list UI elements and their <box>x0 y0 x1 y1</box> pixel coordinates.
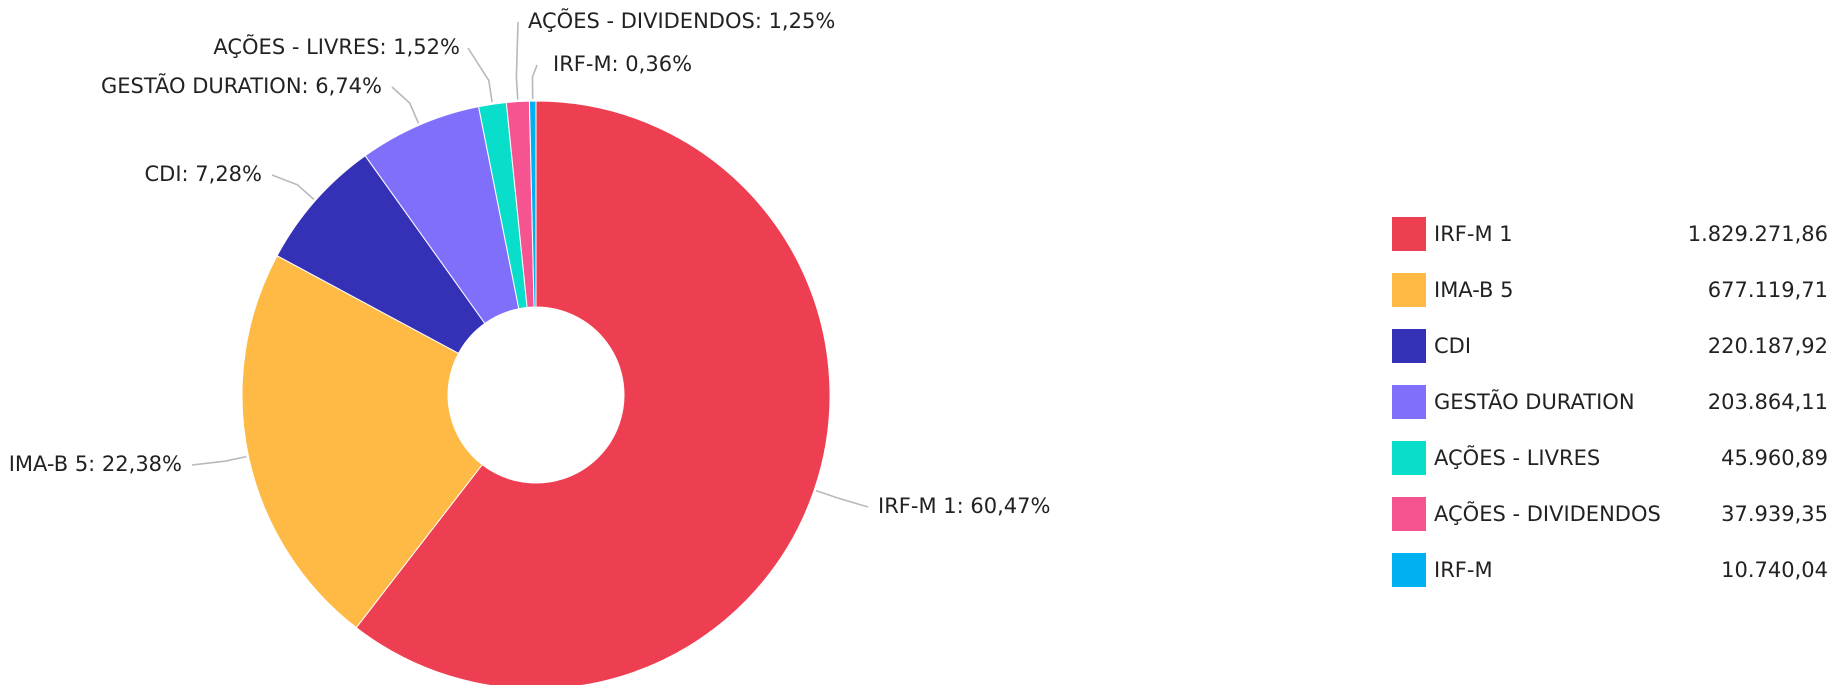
legend-item-acoes-livres[interactable]: AÇÕES - LIVRES 45.960,89 <box>1392 430 1828 486</box>
legend-swatch <box>1392 441 1426 475</box>
legend-label: AÇÕES - LIVRES <box>1434 446 1601 470</box>
leader-line-ima-b-5 <box>191 455 247 466</box>
legend-swatch <box>1392 329 1426 363</box>
legend-value: 10.740,04 <box>1721 558 1828 582</box>
leader-line-gestao-duration <box>391 86 420 124</box>
chart-legend: IRF-M 1 1.829.271,86 IMA-B 5 677.119,71 CDI 2… <box>1392 206 1828 598</box>
slice-label-irf-m: IRF-M: 0,36% <box>553 52 692 76</box>
legend-label: IMA-B 5 <box>1434 278 1514 302</box>
slice-ima-b-5[interactable] <box>241 255 483 629</box>
slice-label-irf-m-1: IRF-M 1: 60,47% <box>878 494 1050 518</box>
slice-label-cdi: CDI: 7,28% <box>145 162 263 186</box>
legend-swatch <box>1392 273 1426 307</box>
slice-irf-m[interactable] <box>528 100 537 308</box>
slice-label-gestao-duration: GESTÃO DURATION: 6,74% <box>101 72 382 98</box>
leader-line-acoes-dividendos <box>515 21 519 100</box>
legend-label: IRF-M <box>1434 558 1493 582</box>
legend-value: 220.187,92 <box>1707 334 1828 358</box>
legend-label: GESTÃO DURATION <box>1434 390 1635 414</box>
legend-value: 677.119,71 <box>1707 278 1828 302</box>
legend-swatch <box>1392 217 1426 251</box>
legend-label: AÇÕES - DIVIDENDOS <box>1434 502 1661 526</box>
legend-item-cdi[interactable]: CDI 220.187,92 <box>1392 318 1828 374</box>
slice-label-acoes-livres: AÇÕES - LIVRES: 1,52% <box>213 33 460 59</box>
legend-item-irf-m-1[interactable]: IRF-M 1 1.829.271,86 <box>1392 206 1828 262</box>
leader-line-irf-m <box>531 64 538 100</box>
legend-label: IRF-M 1 <box>1434 222 1513 246</box>
legend-swatch <box>1392 553 1426 587</box>
legend-value: 45.960,89 <box>1721 446 1828 470</box>
legend-swatch <box>1392 385 1426 419</box>
legend-swatch <box>1392 497 1426 531</box>
slice-label-acoes-dividendos: AÇÕES - DIVIDENDOS: 1,25% <box>528 7 835 33</box>
legend-item-irf-m[interactable]: IRF-M 10.740,04 <box>1392 542 1828 598</box>
legend-value: 203.864,11 <box>1707 390 1828 414</box>
legend-item-acoes-dividendos[interactable]: AÇÕES - DIVIDENDOS 37.939,35 <box>1392 486 1828 542</box>
leader-line-irf-m-1 <box>815 489 869 508</box>
legend-value: 37.939,35 <box>1721 502 1828 526</box>
legend-label: CDI <box>1434 334 1472 358</box>
legend-item-gestao-duration[interactable]: GESTÃO DURATION 203.864,11 <box>1392 374 1828 430</box>
leader-line-cdi <box>271 174 315 200</box>
slice-label-ima-b-5: IMA-B 5: 22,38% <box>9 452 182 476</box>
legend-item-ima-b-5[interactable]: IMA-B 5 677.119,71 <box>1392 262 1828 318</box>
leader-line-acoes-livres <box>467 47 493 103</box>
legend-value: 1.829.271,86 <box>1687 222 1828 246</box>
